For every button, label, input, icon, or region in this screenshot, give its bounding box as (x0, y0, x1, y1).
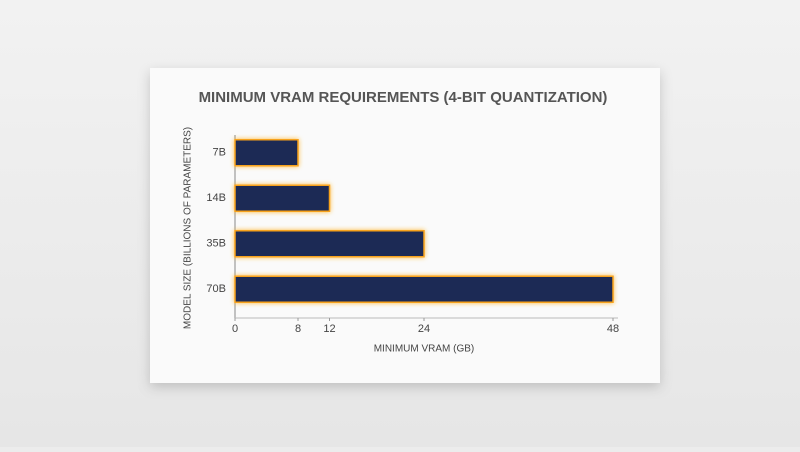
bar (234, 139, 299, 167)
y-axis-label: MODEL SIZE (BILLIONS OF PARAMETERS) (183, 127, 194, 329)
x-tick-label: 12 (323, 323, 335, 335)
x-tick-label: 48 (607, 323, 619, 335)
x-tick-label: 24 (418, 323, 430, 335)
bar (234, 230, 425, 258)
x-tick-label: 0 (232, 323, 238, 335)
x-axis-label: MINIMUM VRAM (GB) (374, 344, 475, 355)
bar (234, 275, 614, 303)
card (150, 68, 660, 383)
y-tick-label: 14B (206, 192, 226, 204)
y-tick-label: 70B (206, 283, 226, 295)
y-tick-label: 35B (206, 238, 226, 250)
x-tick-label: 8 (295, 323, 301, 335)
y-tick-label: 7B (213, 147, 226, 159)
chart-title: MINIMUM VRAM REQUIREMENTS (4-BIT QUANTIZ… (199, 89, 608, 106)
bar (234, 184, 331, 212)
